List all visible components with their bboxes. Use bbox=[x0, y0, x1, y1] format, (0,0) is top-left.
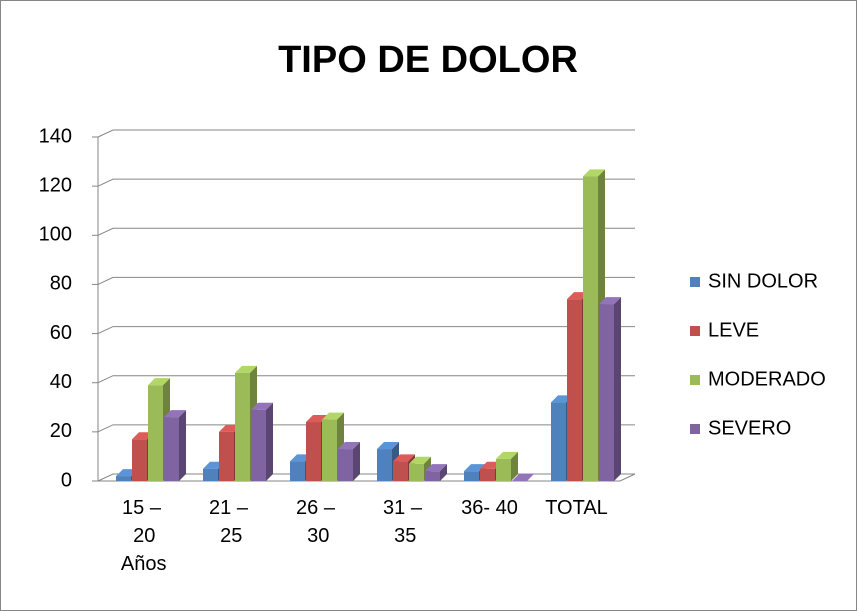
bar-top bbox=[583, 169, 605, 177]
legend-swatch bbox=[690, 424, 700, 434]
bar-top bbox=[338, 442, 360, 450]
bar-side bbox=[266, 402, 273, 481]
bar bbox=[235, 372, 250, 481]
bar-top bbox=[164, 410, 186, 418]
bar-top bbox=[377, 442, 399, 450]
bar bbox=[203, 468, 218, 481]
bar bbox=[496, 458, 511, 481]
bar-side bbox=[511, 451, 518, 481]
bar bbox=[306, 422, 321, 481]
bar bbox=[148, 385, 163, 481]
x-tick-label: TOTAL bbox=[545, 497, 608, 519]
legend-swatch bbox=[690, 375, 700, 385]
grid-line bbox=[97, 326, 635, 335]
bar bbox=[567, 299, 582, 481]
legend-label: SEVERO bbox=[708, 417, 791, 439]
bar bbox=[464, 471, 479, 481]
bar-top bbox=[322, 412, 344, 420]
bar-side bbox=[440, 464, 447, 481]
x-tick-label: 31 – 35 bbox=[383, 497, 423, 547]
legend-swatch bbox=[690, 326, 700, 336]
x-tick-label: 15 – 20 Años bbox=[116, 497, 166, 575]
bar-top bbox=[148, 378, 170, 386]
bar bbox=[219, 431, 234, 481]
bar bbox=[132, 439, 147, 481]
y-tick-label: 40 bbox=[50, 371, 72, 393]
bar-side bbox=[179, 410, 186, 481]
bar bbox=[393, 461, 408, 481]
bar bbox=[425, 471, 440, 481]
y-tick-label: 0 bbox=[61, 469, 72, 491]
legend-label: SIN DOLOR bbox=[708, 270, 818, 292]
chart-title: TIPO DE DOLOR bbox=[278, 39, 578, 81]
bar bbox=[164, 417, 179, 481]
bar bbox=[551, 402, 566, 481]
bar bbox=[338, 449, 353, 481]
bar-top bbox=[512, 474, 534, 481]
grid-line bbox=[97, 276, 635, 285]
bar-top bbox=[393, 454, 415, 462]
bar bbox=[583, 176, 598, 482]
bar-side bbox=[353, 442, 360, 481]
bar-top bbox=[251, 402, 273, 410]
grid-line bbox=[97, 129, 635, 138]
bar bbox=[116, 476, 131, 481]
grid-line bbox=[97, 375, 635, 384]
grid-line bbox=[97, 424, 635, 433]
grid-line bbox=[97, 178, 635, 187]
y-tick-label: 140 bbox=[39, 125, 72, 147]
bar bbox=[377, 449, 392, 481]
bar-side bbox=[614, 297, 621, 481]
bar-top bbox=[409, 456, 431, 464]
bar-top bbox=[599, 297, 621, 305]
bar bbox=[599, 304, 614, 481]
legend-label: MODERADO bbox=[708, 368, 826, 390]
legend-label: LEVE bbox=[708, 319, 759, 341]
bar-top bbox=[425, 464, 447, 472]
bar bbox=[290, 461, 305, 481]
x-tick-label: 21 – 25 bbox=[209, 497, 249, 547]
x-tick-label: 26 – 30 bbox=[296, 497, 336, 547]
bar bbox=[251, 409, 266, 481]
y-tick-label: 80 bbox=[50, 273, 72, 295]
y-tick-label: 20 bbox=[50, 420, 72, 442]
y-tick-label: 60 bbox=[50, 322, 72, 344]
x-tick-label: 36- 40 bbox=[461, 497, 518, 519]
grid-line bbox=[97, 473, 635, 482]
bar bbox=[409, 463, 424, 481]
bar-top bbox=[496, 451, 518, 459]
y-tick-label: 100 bbox=[39, 224, 72, 246]
floor bbox=[98, 473, 636, 482]
y-tick-label: 120 bbox=[39, 174, 72, 196]
bar-top bbox=[235, 365, 257, 373]
legend-swatch bbox=[690, 277, 700, 287]
grid-line bbox=[97, 227, 635, 236]
bar bbox=[322, 419, 337, 481]
bar bbox=[480, 468, 495, 481]
